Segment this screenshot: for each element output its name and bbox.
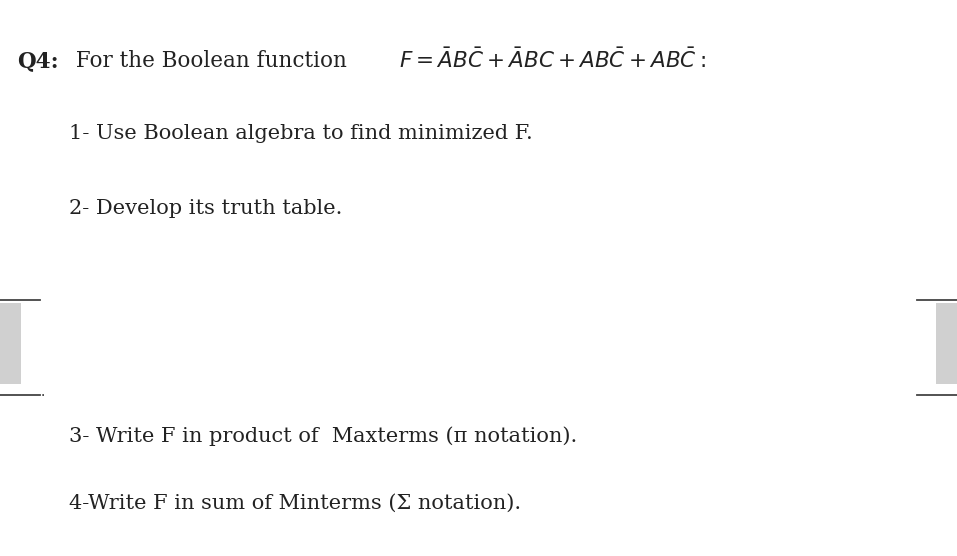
Text: .: .	[41, 385, 45, 399]
Bar	[936, 303, 957, 384]
Text: 1- Use Boolean algebra to find minimized F.: 1- Use Boolean algebra to find minimized…	[69, 124, 533, 143]
Text: $F = \bar{A}B\bar{C} + \bar{A}BC + AB\bar{C} + AB\bar{C}:$: $F = \bar{A}B\bar{C} + \bar{A}BC + AB\ba…	[399, 49, 706, 73]
Text: Q4:: Q4:	[17, 50, 58, 72]
Text: 4-Write F in sum of Minterms (Σ notation).: 4-Write F in sum of Minterms (Σ notation…	[69, 494, 521, 513]
Text: For the Boolean function: For the Boolean function	[69, 50, 354, 72]
Bar	[0, 303, 21, 384]
Text: 3- Write F in product of  Maxterms (π notation).: 3- Write F in product of Maxterms (π not…	[69, 426, 577, 446]
Text: 2- Develop its truth table.: 2- Develop its truth table.	[69, 199, 343, 218]
